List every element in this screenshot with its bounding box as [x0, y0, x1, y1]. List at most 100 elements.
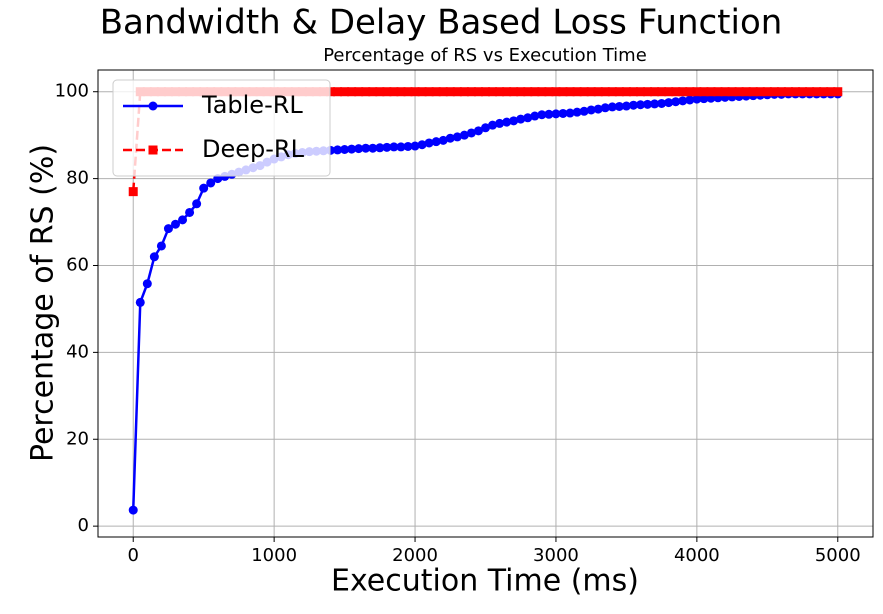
- marker: [565, 87, 575, 97]
- x-tick-label: 0: [128, 545, 139, 566]
- marker: [340, 87, 350, 97]
- marker: [734, 87, 744, 97]
- marker: [586, 105, 596, 115]
- marker: [424, 87, 434, 97]
- marker: [593, 87, 603, 97]
- marker: [149, 252, 159, 262]
- marker: [636, 100, 645, 110]
- marker: [148, 145, 158, 155]
- marker: [502, 87, 512, 97]
- marker: [537, 110, 547, 120]
- x-tick-label: 5000: [815, 545, 861, 566]
- marker: [643, 87, 653, 97]
- marker: [699, 94, 709, 104]
- marker: [473, 87, 483, 97]
- marker: [333, 87, 343, 97]
- marker: [713, 87, 723, 97]
- marker: [558, 108, 568, 118]
- marker: [600, 87, 610, 97]
- marker: [206, 178, 216, 188]
- marker: [375, 143, 385, 153]
- marker: [593, 104, 603, 114]
- marker: [396, 87, 406, 97]
- marker: [706, 87, 716, 97]
- marker: [199, 183, 209, 193]
- marker: [657, 98, 667, 108]
- marker: [819, 87, 829, 97]
- y-tick-label: 20: [66, 428, 89, 449]
- marker: [389, 87, 399, 97]
- legend-box: [112, 79, 331, 177]
- marker: [445, 133, 455, 143]
- marker: [509, 87, 519, 97]
- marker: [340, 144, 350, 154]
- y-tick-label: 80: [66, 168, 89, 189]
- marker: [488, 120, 498, 130]
- marker: [333, 145, 343, 155]
- ticks: 0 1000 2000 3000 4000 5000 0 20 40 60 80 100: [55, 81, 861, 566]
- marker: [354, 87, 364, 97]
- marker: [600, 103, 610, 113]
- marker: [572, 107, 582, 117]
- marker: [192, 199, 202, 209]
- axes-frame: [97, 69, 874, 538]
- marker: [798, 87, 808, 97]
- marker: [530, 87, 540, 97]
- marker: [523, 87, 533, 97]
- marker: [650, 99, 660, 109]
- marker: [776, 87, 786, 97]
- marker: [495, 118, 505, 128]
- marker: [664, 87, 674, 97]
- marker: [171, 219, 180, 229]
- marker: [417, 140, 427, 150]
- chart-title: Percentage of RS vs Execution Time: [323, 45, 647, 66]
- marker: [791, 87, 800, 97]
- marker: [607, 102, 617, 112]
- marker: [354, 144, 364, 154]
- marker: [551, 87, 561, 97]
- marker: [142, 279, 152, 289]
- marker: [579, 87, 589, 97]
- marker: [614, 101, 624, 111]
- marker: [783, 87, 793, 97]
- x-axis-label: Execution Time (ms): [331, 564, 639, 599]
- legend: Table-RL Deep-RL: [112, 79, 331, 177]
- marker: [163, 224, 173, 234]
- marker: [530, 111, 540, 121]
- marker: [473, 126, 483, 136]
- marker: [495, 87, 505, 97]
- marker: [741, 87, 751, 97]
- marker: [720, 87, 730, 97]
- marker: [544, 87, 554, 97]
- marker: [643, 99, 653, 109]
- marker: [488, 87, 498, 97]
- y-tick-label: 100: [55, 81, 89, 102]
- marker: [459, 87, 469, 97]
- marker: [657, 87, 667, 97]
- marker: [424, 138, 434, 148]
- marker: [523, 113, 533, 123]
- marker: [826, 87, 836, 97]
- plot-area: [128, 87, 843, 515]
- marker: [748, 87, 758, 97]
- marker: [431, 137, 441, 147]
- x-tick-label: 2000: [392, 545, 438, 566]
- marker: [156, 241, 166, 251]
- marker: [727, 87, 737, 97]
- y-tick-label: 60: [66, 254, 89, 275]
- marker: [664, 98, 674, 108]
- marker: [685, 87, 695, 97]
- marker: [805, 87, 815, 97]
- marker: [382, 87, 392, 97]
- marker: [685, 95, 695, 105]
- marker: [762, 87, 772, 97]
- marker: [128, 187, 138, 197]
- marker: [692, 87, 702, 97]
- marker: [466, 87, 476, 97]
- marker: [671, 87, 681, 97]
- marker: [368, 87, 378, 97]
- marker: [389, 142, 399, 152]
- marker: [614, 87, 624, 97]
